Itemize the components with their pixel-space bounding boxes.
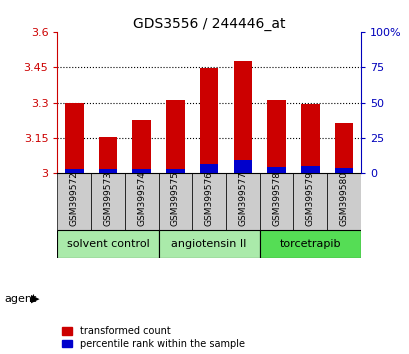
Bar <box>225 173 259 230</box>
Text: GSM399578: GSM399578 <box>271 171 280 225</box>
Bar <box>65 169 83 173</box>
Text: GSM399576: GSM399576 <box>204 171 213 225</box>
Text: angiotensin II: angiotensin II <box>171 239 246 249</box>
Text: GSM399580: GSM399580 <box>339 171 348 225</box>
Bar <box>334 123 353 173</box>
Text: solvent control: solvent control <box>66 239 149 249</box>
Bar <box>259 230 360 258</box>
Bar <box>326 173 360 230</box>
Bar <box>57 230 158 258</box>
Bar <box>158 173 192 230</box>
Bar <box>259 173 293 230</box>
Bar <box>300 104 319 173</box>
Bar <box>99 169 117 173</box>
Bar <box>192 173 225 230</box>
Title: GDS3556 / 244446_at: GDS3556 / 244446_at <box>133 17 285 31</box>
Bar <box>132 120 151 173</box>
Legend: transformed count, percentile rank within the sample: transformed count, percentile rank withi… <box>62 326 244 349</box>
Bar <box>99 137 117 173</box>
Bar <box>124 173 158 230</box>
Text: GSM399575: GSM399575 <box>171 171 180 225</box>
Text: GSM399573: GSM399573 <box>103 171 112 225</box>
Bar <box>166 100 184 173</box>
Bar <box>91 173 124 230</box>
Bar <box>199 68 218 173</box>
Text: torcetrapib: torcetrapib <box>279 239 340 249</box>
Bar <box>132 169 151 173</box>
Bar <box>158 230 259 258</box>
Text: GSM399577: GSM399577 <box>238 171 247 225</box>
Text: GSM399572: GSM399572 <box>70 171 79 225</box>
Text: GSM399574: GSM399574 <box>137 171 146 225</box>
Bar <box>267 100 285 173</box>
Bar <box>57 173 91 230</box>
Bar <box>233 61 252 173</box>
Bar <box>65 103 83 173</box>
Bar <box>199 164 218 173</box>
Text: ▶: ▶ <box>31 294 39 304</box>
Bar <box>293 173 326 230</box>
Text: agent: agent <box>4 294 36 304</box>
Bar <box>166 169 184 173</box>
Bar <box>300 166 319 173</box>
Bar <box>233 160 252 173</box>
Bar <box>334 168 353 173</box>
Bar <box>267 167 285 173</box>
Text: GSM399579: GSM399579 <box>305 171 314 225</box>
